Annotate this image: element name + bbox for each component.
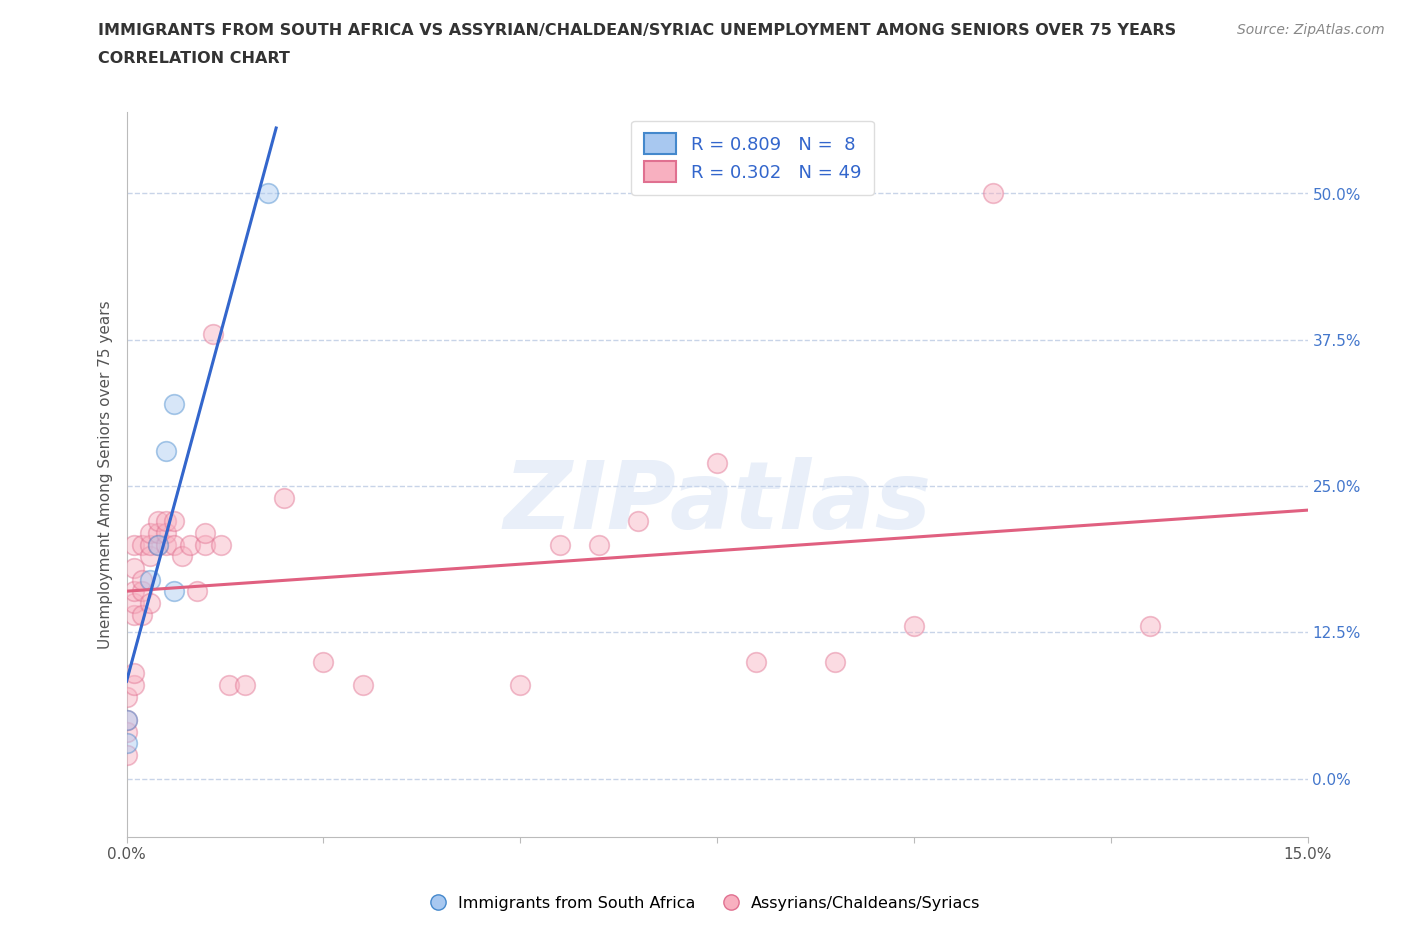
Point [139,525,162,540]
Point [548,537,571,551]
Point [115,748,138,763]
Point [209,537,232,551]
Point [179,537,201,551]
Point [155,513,177,528]
Point [155,444,177,458]
Text: IMMIGRANTS FROM SOUTH AFRICA VS ASSYRIAN/CHALDEAN/SYRIAC UNEMPLOYMENT AMONG SENI: IMMIGRANTS FROM SOUTH AFRICA VS ASSYRIAN… [98,23,1177,38]
Text: ZIPatlas: ZIPatlas [503,458,931,550]
Point [194,525,217,540]
Point [706,455,728,470]
Point [139,537,162,551]
Point [194,537,217,551]
Point [131,537,153,551]
Point [124,607,146,622]
Y-axis label: Unemployment Among Seniors over 75 years: Unemployment Among Seniors over 75 years [98,300,114,648]
Point [131,584,153,599]
Point [903,619,925,634]
Point [146,537,169,551]
Point [163,513,186,528]
Point [124,537,146,551]
Point [124,561,146,576]
Point [155,537,177,551]
Point [124,666,146,681]
Point [115,712,138,727]
Point [139,549,162,564]
Point [257,186,280,201]
Point [981,186,1004,201]
Point [170,549,193,564]
Point [131,607,153,622]
Legend: R = 0.809   N =  8, R = 0.302   N = 49: R = 0.809 N = 8, R = 0.302 N = 49 [631,121,875,195]
Point [115,736,138,751]
Point [745,654,768,669]
Point [146,537,169,551]
Point [163,397,186,412]
Point [509,677,531,692]
Point [124,677,146,692]
Point [824,654,846,669]
Point [163,537,186,551]
Point [312,654,335,669]
Point [131,572,153,587]
Legend: Immigrants from South Africa, Assyrians/Chaldeans/Syriacs: Immigrants from South Africa, Assyrians/… [419,890,987,917]
Point [233,677,256,692]
Point [588,537,610,551]
Point [124,584,146,599]
Point [115,712,138,727]
Point [186,584,208,599]
Point [163,584,186,599]
Point [139,572,162,587]
Point [218,677,240,692]
Point [1139,619,1161,634]
Point [146,513,169,528]
Point [627,513,650,528]
Text: CORRELATION CHART: CORRELATION CHART [98,51,290,66]
Point [202,326,225,341]
Point [115,724,138,739]
Point [273,490,295,505]
Text: Source: ZipAtlas.com: Source: ZipAtlas.com [1237,23,1385,37]
Point [146,525,169,540]
Point [155,525,177,540]
Point [139,595,162,610]
Point [115,689,138,704]
Point [352,677,374,692]
Point [124,595,146,610]
